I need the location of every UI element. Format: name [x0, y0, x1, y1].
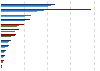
Bar [1, 19, 30, 20]
Bar [1, 67, 2, 68]
Bar [1, 31, 15, 32]
Bar [1, 52, 4, 53]
Bar [1, 24, 24, 25]
Bar [1, 50, 7, 51]
Bar [1, 6, 48, 7]
Bar [1, 56, 4, 57]
Bar [1, 65, 2, 66]
Bar [1, 26, 17, 27]
Bar [1, 15, 31, 16]
Bar [1, 25, 19, 26]
Bar [1, 14, 33, 15]
Bar [1, 51, 5, 52]
Bar [1, 16, 25, 17]
Bar [1, 34, 16, 35]
Bar [1, 36, 11, 37]
Bar [1, 20, 25, 21]
Bar [1, 40, 11, 41]
Bar [1, 4, 55, 5]
Bar [1, 62, 3, 63]
Bar [1, 42, 8, 43]
Bar [1, 9, 91, 10]
Bar [1, 55, 5, 56]
Bar [1, 10, 44, 11]
Bar [1, 61, 3, 62]
Bar [1, 45, 9, 46]
Bar [1, 35, 15, 36]
Bar [1, 29, 19, 30]
Bar [1, 46, 8, 47]
Bar [1, 5, 51, 6]
Bar [1, 11, 37, 12]
Bar [1, 60, 4, 61]
Bar [1, 47, 5, 48]
Bar [1, 41, 9, 42]
